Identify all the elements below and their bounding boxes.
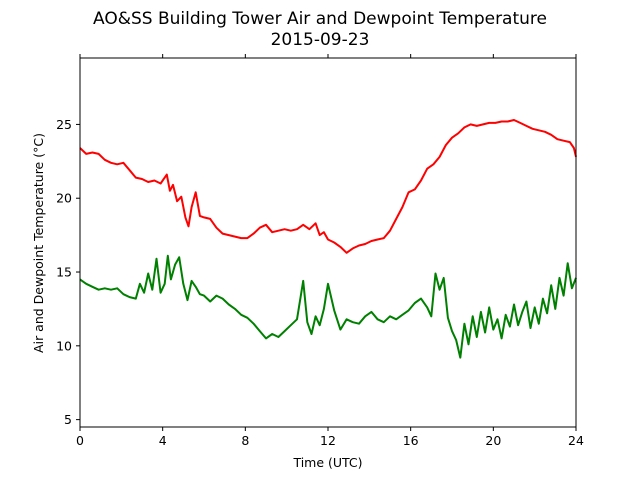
air-temperature-line <box>79 119 577 254</box>
x-tick-label: 12 <box>320 433 336 448</box>
y-tick-label: 5 <box>64 412 72 427</box>
x-tick-label: 8 <box>241 433 249 448</box>
x-tick-label: 16 <box>403 433 419 448</box>
chart-subtitle: 2015-09-23 <box>271 30 370 50</box>
chart-title: AO&SS Building Tower Air and Dewpoint Te… <box>93 9 547 29</box>
plot-frame <box>79 57 577 428</box>
x-tick-label: 0 <box>76 433 84 448</box>
x-axis: 0 4 8 12 16 20 24 <box>76 54 584 448</box>
x-axis-label: Time (UTC) <box>292 455 362 470</box>
y-axis-label: Air and Dewpoint Temperature (°C) <box>31 133 46 353</box>
x-tick-label: 24 <box>568 433 584 448</box>
dewpoint-temperature-line <box>79 254 577 359</box>
y-tick-label: 10 <box>56 338 72 353</box>
y-axis: 5 10 15 20 25 <box>56 117 80 427</box>
y-tick-label: 20 <box>56 191 72 206</box>
series-layer <box>79 119 577 359</box>
y-tick-label: 15 <box>56 265 72 280</box>
y-tick-label: 25 <box>56 117 72 132</box>
x-tick-label: 4 <box>159 433 167 448</box>
x-tick-label: 20 <box>485 433 501 448</box>
